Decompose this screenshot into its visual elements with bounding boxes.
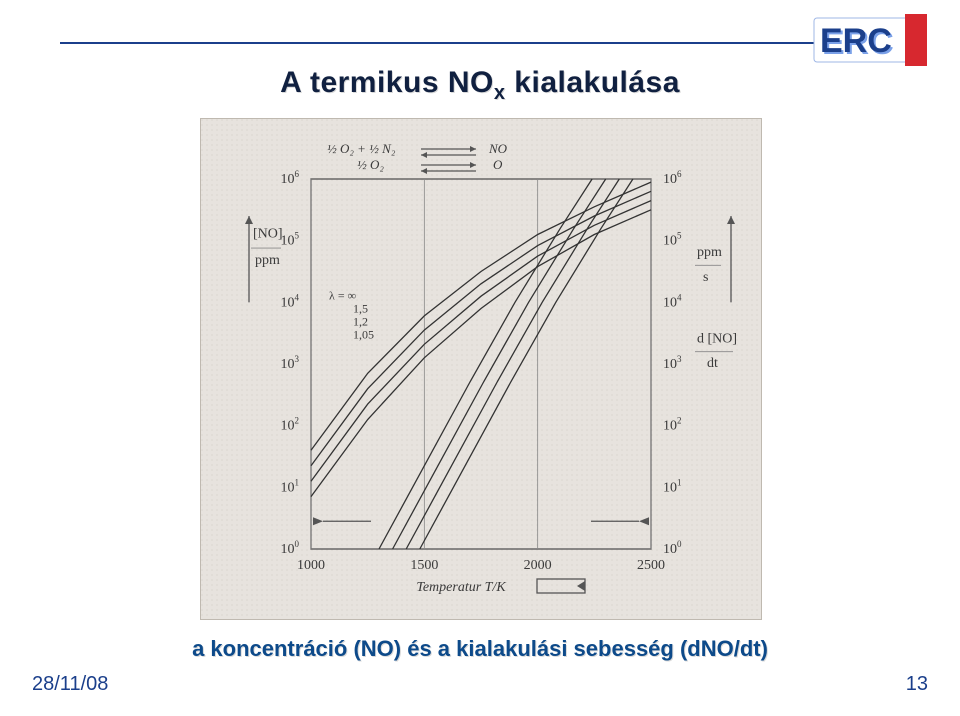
svg-text:2500: 2500 [637,558,665,573]
svg-text:ppm: ppm [697,245,722,260]
svg-text:[NO]: [NO] [253,227,283,242]
svg-text:d [NO]: d [NO] [697,331,737,346]
footer-page-number: 13 [906,673,928,696]
svg-text:1500: 1500 [410,558,438,573]
svg-text:1,5: 1,5 [353,301,368,315]
svg-text:½ O₂: ½ O₂ [357,157,384,172]
svg-text:dt: dt [707,356,718,371]
svg-text:ppm: ppm [255,253,280,268]
svg-text:O: O [493,157,503,172]
svg-text:1,05: 1,05 [353,327,374,341]
erc-logo: ERC ERC [812,12,932,72]
logo-text: ERC [820,22,892,60]
svg-text:λ = ∞: λ = ∞ [329,288,356,302]
header-rule [60,42,900,44]
slide: ERC ERC A termikus NOx kialakulása 1000 1… [0,0,960,716]
svg-text:2000: 2000 [524,558,552,573]
svg-text:Temperatur T/K: Temperatur T/K [416,580,506,595]
chart-svg: 1000150020002500Temperatur T/K1001001011… [201,119,761,619]
slide-caption: a koncentráció (NO) és a kialakulási seb… [0,636,960,662]
footer-date: 28/11/08 [32,673,108,696]
svg-text:½ O₂ + ½ N₂: ½ O₂ + ½ N₂ [327,141,396,156]
svg-text:NO: NO [488,141,508,156]
svg-text:1,2: 1,2 [353,314,368,328]
slide-title: A termikus NOx kialakulása [0,66,960,105]
no-formation-chart: 1000150020002500Temperatur T/K1001001011… [200,118,762,620]
svg-text:s: s [703,270,708,285]
svg-text:1000: 1000 [297,558,325,573]
